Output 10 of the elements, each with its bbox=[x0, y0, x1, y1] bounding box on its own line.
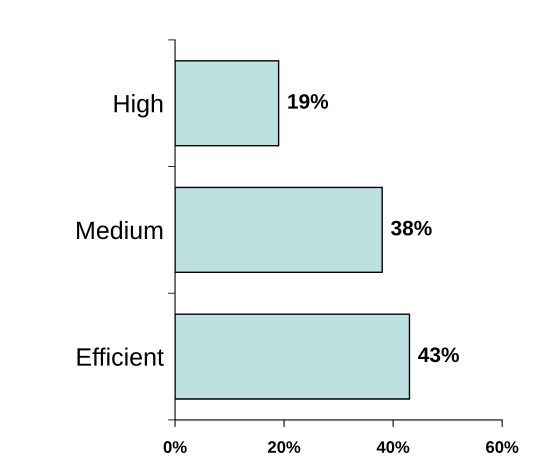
y-tick-label: High bbox=[114, 94, 162, 118]
x-tick-label: 0% bbox=[164, 441, 187, 453]
data-label: 43% bbox=[418, 347, 459, 362]
x-tick-label: 60% bbox=[486, 441, 518, 453]
data-label: 38% bbox=[391, 220, 432, 236]
data-label: 19% bbox=[288, 94, 328, 109]
y-tick-label: Medium bbox=[77, 220, 162, 240]
x-tick-label: 20% bbox=[268, 441, 300, 453]
y-tick-label: Efficient bbox=[77, 348, 164, 366]
x-tick-label: 40% bbox=[376, 441, 410, 453]
